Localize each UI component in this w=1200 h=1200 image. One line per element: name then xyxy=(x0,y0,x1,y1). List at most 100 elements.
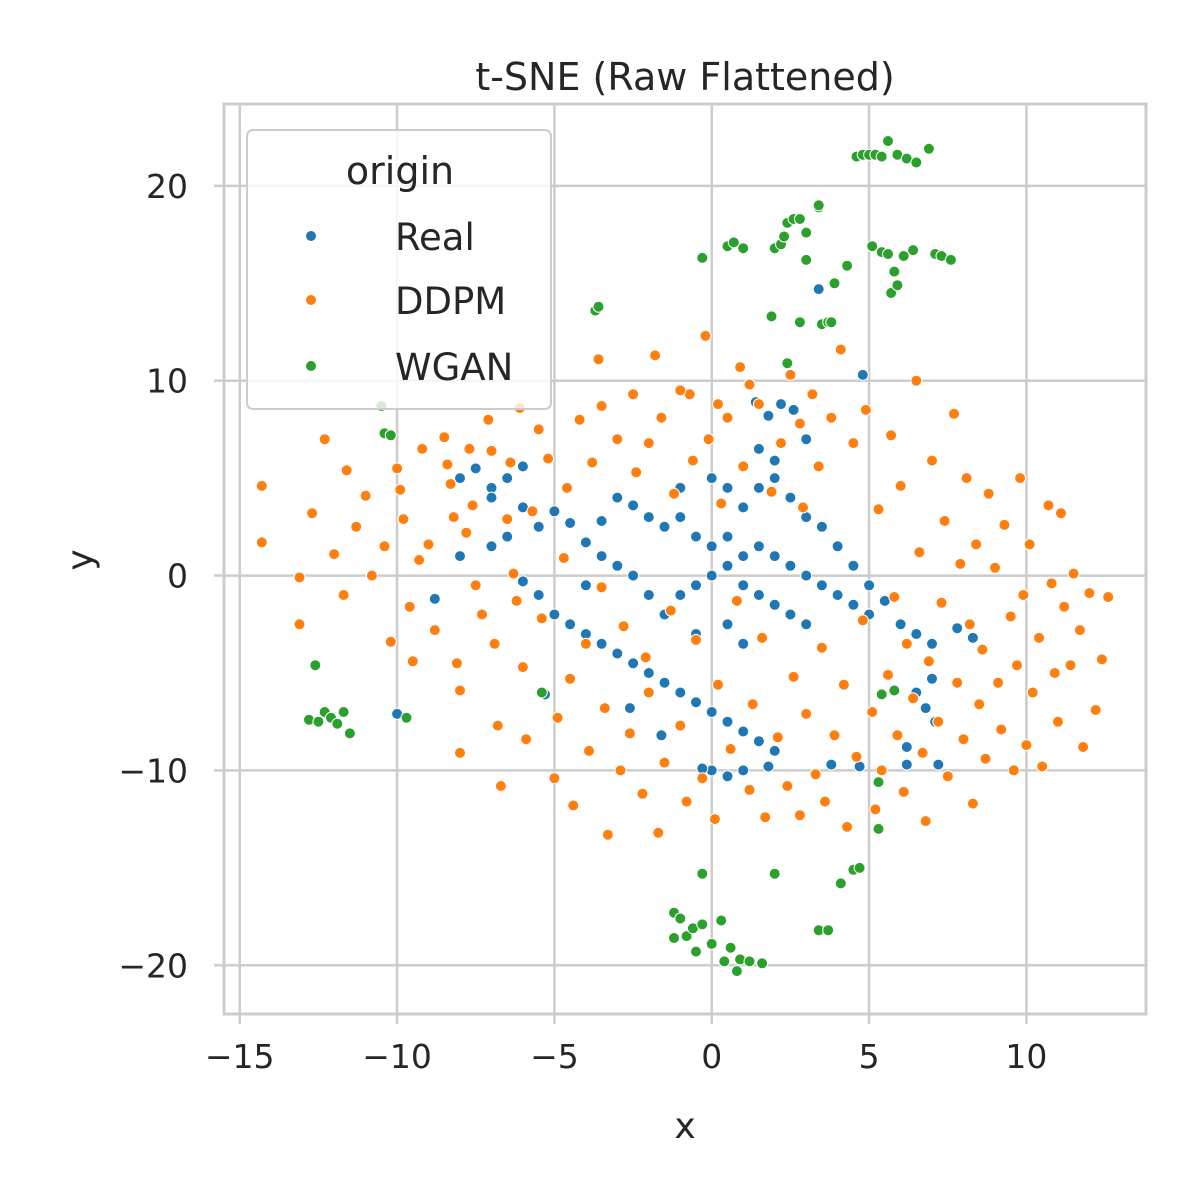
data-point-real xyxy=(847,559,860,572)
data-point-wgan xyxy=(793,213,806,225)
data-point-ddpm xyxy=(872,503,885,516)
data-point-ddpm xyxy=(982,487,995,500)
legend: origin Real DDPM WGAN xyxy=(246,129,552,410)
legend-marker-real xyxy=(306,231,316,241)
data-point-real xyxy=(900,741,913,753)
data-point-wgan xyxy=(727,236,740,249)
data-point-wgan xyxy=(705,937,718,950)
data-point-wgan xyxy=(730,965,743,978)
data-point-ddpm xyxy=(350,520,363,533)
legend-label-real: Real xyxy=(395,216,475,259)
data-point-ddpm xyxy=(699,329,712,342)
data-point-real xyxy=(863,579,876,592)
data-point-real xyxy=(762,760,775,773)
data-point-ddpm xyxy=(642,686,655,699)
data-point-ddpm xyxy=(686,454,699,467)
data-point-real xyxy=(705,540,718,553)
data-point-real xyxy=(674,511,687,524)
data-point-real xyxy=(800,569,813,582)
data-point-ddpm xyxy=(1067,567,1080,580)
data-point-ddpm xyxy=(595,581,608,594)
y-tick-label: 20 xyxy=(146,167,188,206)
data-point-ddpm xyxy=(516,661,529,674)
data-point-real xyxy=(428,592,441,605)
data-point-ddpm xyxy=(680,795,693,808)
data-point-real xyxy=(501,472,514,485)
data-point-ddpm xyxy=(391,462,404,475)
data-point-ddpm xyxy=(668,487,680,500)
data-point-ddpm xyxy=(507,567,520,580)
data-point-real xyxy=(800,618,813,631)
data-point-wgan xyxy=(812,199,825,212)
data-point-ddpm xyxy=(1048,667,1061,679)
data-points xyxy=(255,135,1115,978)
data-point-ddpm xyxy=(793,809,806,822)
data-point-ddpm xyxy=(1026,686,1039,699)
data-point-ddpm xyxy=(856,614,869,627)
data-point-ddpm xyxy=(919,815,932,828)
legend-label-ddpm: DDPM xyxy=(395,280,506,323)
data-point-real xyxy=(658,520,671,533)
data-point-real xyxy=(787,403,800,416)
data-point-ddpm xyxy=(793,417,806,430)
data-point-real xyxy=(768,744,781,757)
data-point-ddpm xyxy=(910,374,923,387)
data-point-ddpm xyxy=(1023,538,1036,551)
data-point-real xyxy=(642,589,655,601)
data-point-wgan xyxy=(778,230,791,243)
data-point-ddpm xyxy=(293,618,306,631)
data-point-ddpm xyxy=(734,361,747,374)
data-point-wgan xyxy=(922,142,935,155)
data-point-ddpm xyxy=(847,437,860,450)
data-point-real xyxy=(737,725,750,738)
data-point-real xyxy=(721,559,734,572)
data-point-real xyxy=(516,575,529,588)
data-point-ddpm xyxy=(601,828,614,841)
data-point-ddpm xyxy=(636,787,649,800)
data-point-ddpm xyxy=(960,472,973,485)
y-tick-label: −20 xyxy=(118,946,188,985)
data-point-real xyxy=(768,598,781,611)
data-point-ddpm xyxy=(894,479,907,492)
data-point-ddpm xyxy=(825,411,838,424)
data-point-real xyxy=(737,764,750,777)
data-point-real xyxy=(825,758,838,771)
data-point-ddpm xyxy=(737,460,750,473)
data-point-wgan xyxy=(535,686,548,699)
data-point-real xyxy=(721,530,734,543)
data-point-real xyxy=(501,530,514,543)
data-point-wgan xyxy=(888,684,901,697)
data-point-real xyxy=(919,702,932,715)
data-point-ddpm xyxy=(859,403,872,416)
data-point-ddpm xyxy=(781,780,794,792)
y-tick-label: 10 xyxy=(146,362,188,401)
data-point-real xyxy=(705,472,718,485)
data-point-ddpm xyxy=(611,433,624,446)
data-point-ddpm xyxy=(712,678,724,691)
data-point-wgan xyxy=(888,265,901,278)
data-point-ddpm xyxy=(765,485,778,498)
data-point-wgan xyxy=(872,822,885,835)
data-point-wgan xyxy=(841,259,854,272)
data-point-ddpm xyxy=(551,711,564,724)
data-point-real xyxy=(548,505,561,518)
data-point-ddpm xyxy=(935,596,948,609)
series-ddpm xyxy=(255,329,1115,841)
data-point-ddpm xyxy=(784,368,797,381)
data-point-ddpm xyxy=(1058,600,1071,613)
data-point-ddpm xyxy=(567,799,580,812)
data-point-ddpm xyxy=(1033,631,1045,644)
data-point-real xyxy=(737,637,750,650)
data-point-wgan xyxy=(674,912,687,925)
data-point-ddpm xyxy=(526,505,539,518)
data-point-ddpm xyxy=(614,764,627,777)
data-point-ddpm xyxy=(406,655,419,668)
data-point-ddpm xyxy=(1004,610,1017,623)
data-point-real xyxy=(762,409,775,422)
data-point-ddpm xyxy=(1007,764,1020,777)
data-point-real xyxy=(623,702,636,715)
data-point-ddpm xyxy=(384,635,397,648)
data-point-wgan xyxy=(834,877,847,890)
data-point-wgan xyxy=(885,287,898,299)
data-point-ddpm xyxy=(639,651,652,664)
